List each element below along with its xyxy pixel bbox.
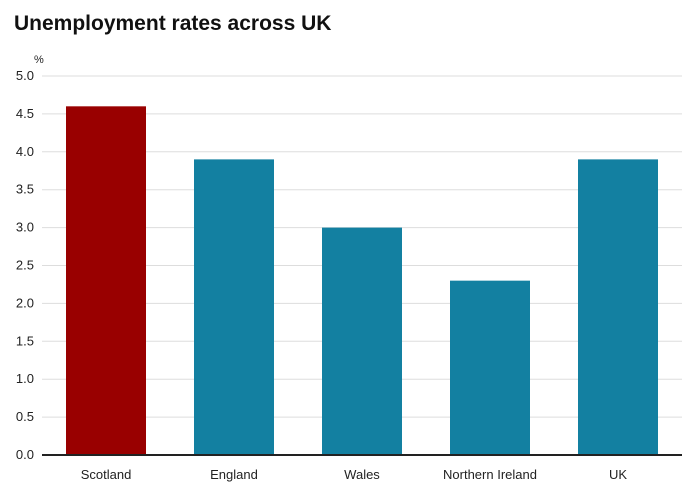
axes: 0.0 0.5 1.0 1.5 2.0 2.5 3.0 3.5 4.0 4.5 5.0 Scotlan… [16, 68, 682, 482]
y-tick-label: 3.5 [16, 182, 34, 197]
y-tick-label: 5.0 [16, 68, 34, 83]
bars [66, 106, 658, 455]
bar-uk [578, 159, 658, 455]
x-tick-label: Wales [344, 467, 380, 482]
y-tick-label: 4.5 [16, 106, 34, 121]
x-tick-label: UK [609, 467, 627, 482]
y-tick-label: 1.5 [16, 333, 34, 348]
y-tick-label: 3.0 [16, 220, 34, 235]
bar-scotland [66, 106, 146, 455]
y-tick-label: 2.5 [16, 258, 34, 273]
x-tick-label: England [210, 467, 258, 482]
bar-england [194, 159, 274, 455]
bar-wales [322, 227, 402, 455]
y-tick-label: 4.0 [16, 144, 34, 159]
y-tick-label: 2.0 [16, 295, 34, 310]
y-tick-label: 1.0 [16, 371, 34, 386]
chart-title: Unemployment rates across UK [14, 12, 332, 35]
y-tick-label: 0.0 [16, 447, 34, 462]
y-axis-unit-label: % [34, 54, 44, 66]
y-tick-label: 0.5 [16, 409, 34, 424]
x-tick-label: Scotland [81, 467, 132, 482]
bar-northern-ireland [450, 280, 530, 455]
x-tick-label: Northern Ireland [443, 467, 537, 482]
